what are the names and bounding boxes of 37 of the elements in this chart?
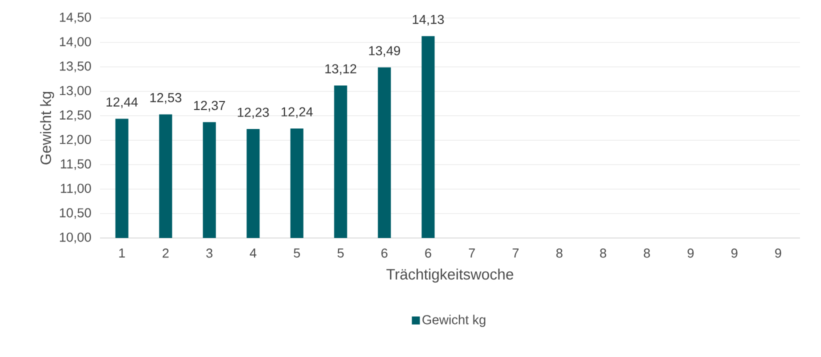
y-axis-title: Gewicht kg xyxy=(40,92,54,164)
data-label: 12,37 xyxy=(194,100,225,112)
x-tick-label: 5 xyxy=(294,248,300,258)
legend-label: Gewicht kg xyxy=(422,314,486,327)
x-tick-label: 9 xyxy=(688,248,694,258)
data-label: 13,12 xyxy=(325,64,356,75)
x-tick-label: 9 xyxy=(775,248,782,258)
x-tick-label: 3 xyxy=(206,248,212,258)
data-label: 12,53 xyxy=(150,93,182,104)
x-tick-label: 8 xyxy=(600,248,606,258)
y-tick-label: 12,50 xyxy=(60,110,91,122)
x-tick-label: 6 xyxy=(425,248,432,258)
y-tick-label: 10,50 xyxy=(60,208,91,219)
data-label: 14,13 xyxy=(412,14,444,26)
y-tick-label: 13,00 xyxy=(60,86,91,97)
data-label: 12,44 xyxy=(106,97,138,108)
y-tick-label: 12,00 xyxy=(60,134,91,146)
y-tick-label: 11,00 xyxy=(60,184,91,194)
x-tick-label: 4 xyxy=(250,248,256,258)
x-axis-title: Trächtigkeitswoche xyxy=(386,268,514,283)
y-tick-label: 14,50 xyxy=(60,12,91,24)
x-tick-label: 9 xyxy=(731,248,738,258)
data-label: 12,24 xyxy=(282,107,313,118)
x-tick-label: 7 xyxy=(512,248,519,258)
data-label: 13,49 xyxy=(369,46,400,57)
x-tick-label: 7 xyxy=(468,248,475,258)
x-tick-label: 8 xyxy=(556,248,562,258)
x-tick-label: 6 xyxy=(381,248,388,258)
x-tick-label: 8 xyxy=(644,248,650,258)
x-tick-label: 2 xyxy=(162,248,169,258)
y-tick-label: 14,00 xyxy=(60,37,91,48)
data-label: 12,23 xyxy=(238,108,269,118)
x-tick-label: 1 xyxy=(119,248,125,258)
y-tick-label: 11,50 xyxy=(60,159,91,170)
x-tick-label: 5 xyxy=(338,248,344,258)
y-tick-label: 13,50 xyxy=(60,62,91,72)
y-tick-label: 10,00 xyxy=(60,232,91,244)
